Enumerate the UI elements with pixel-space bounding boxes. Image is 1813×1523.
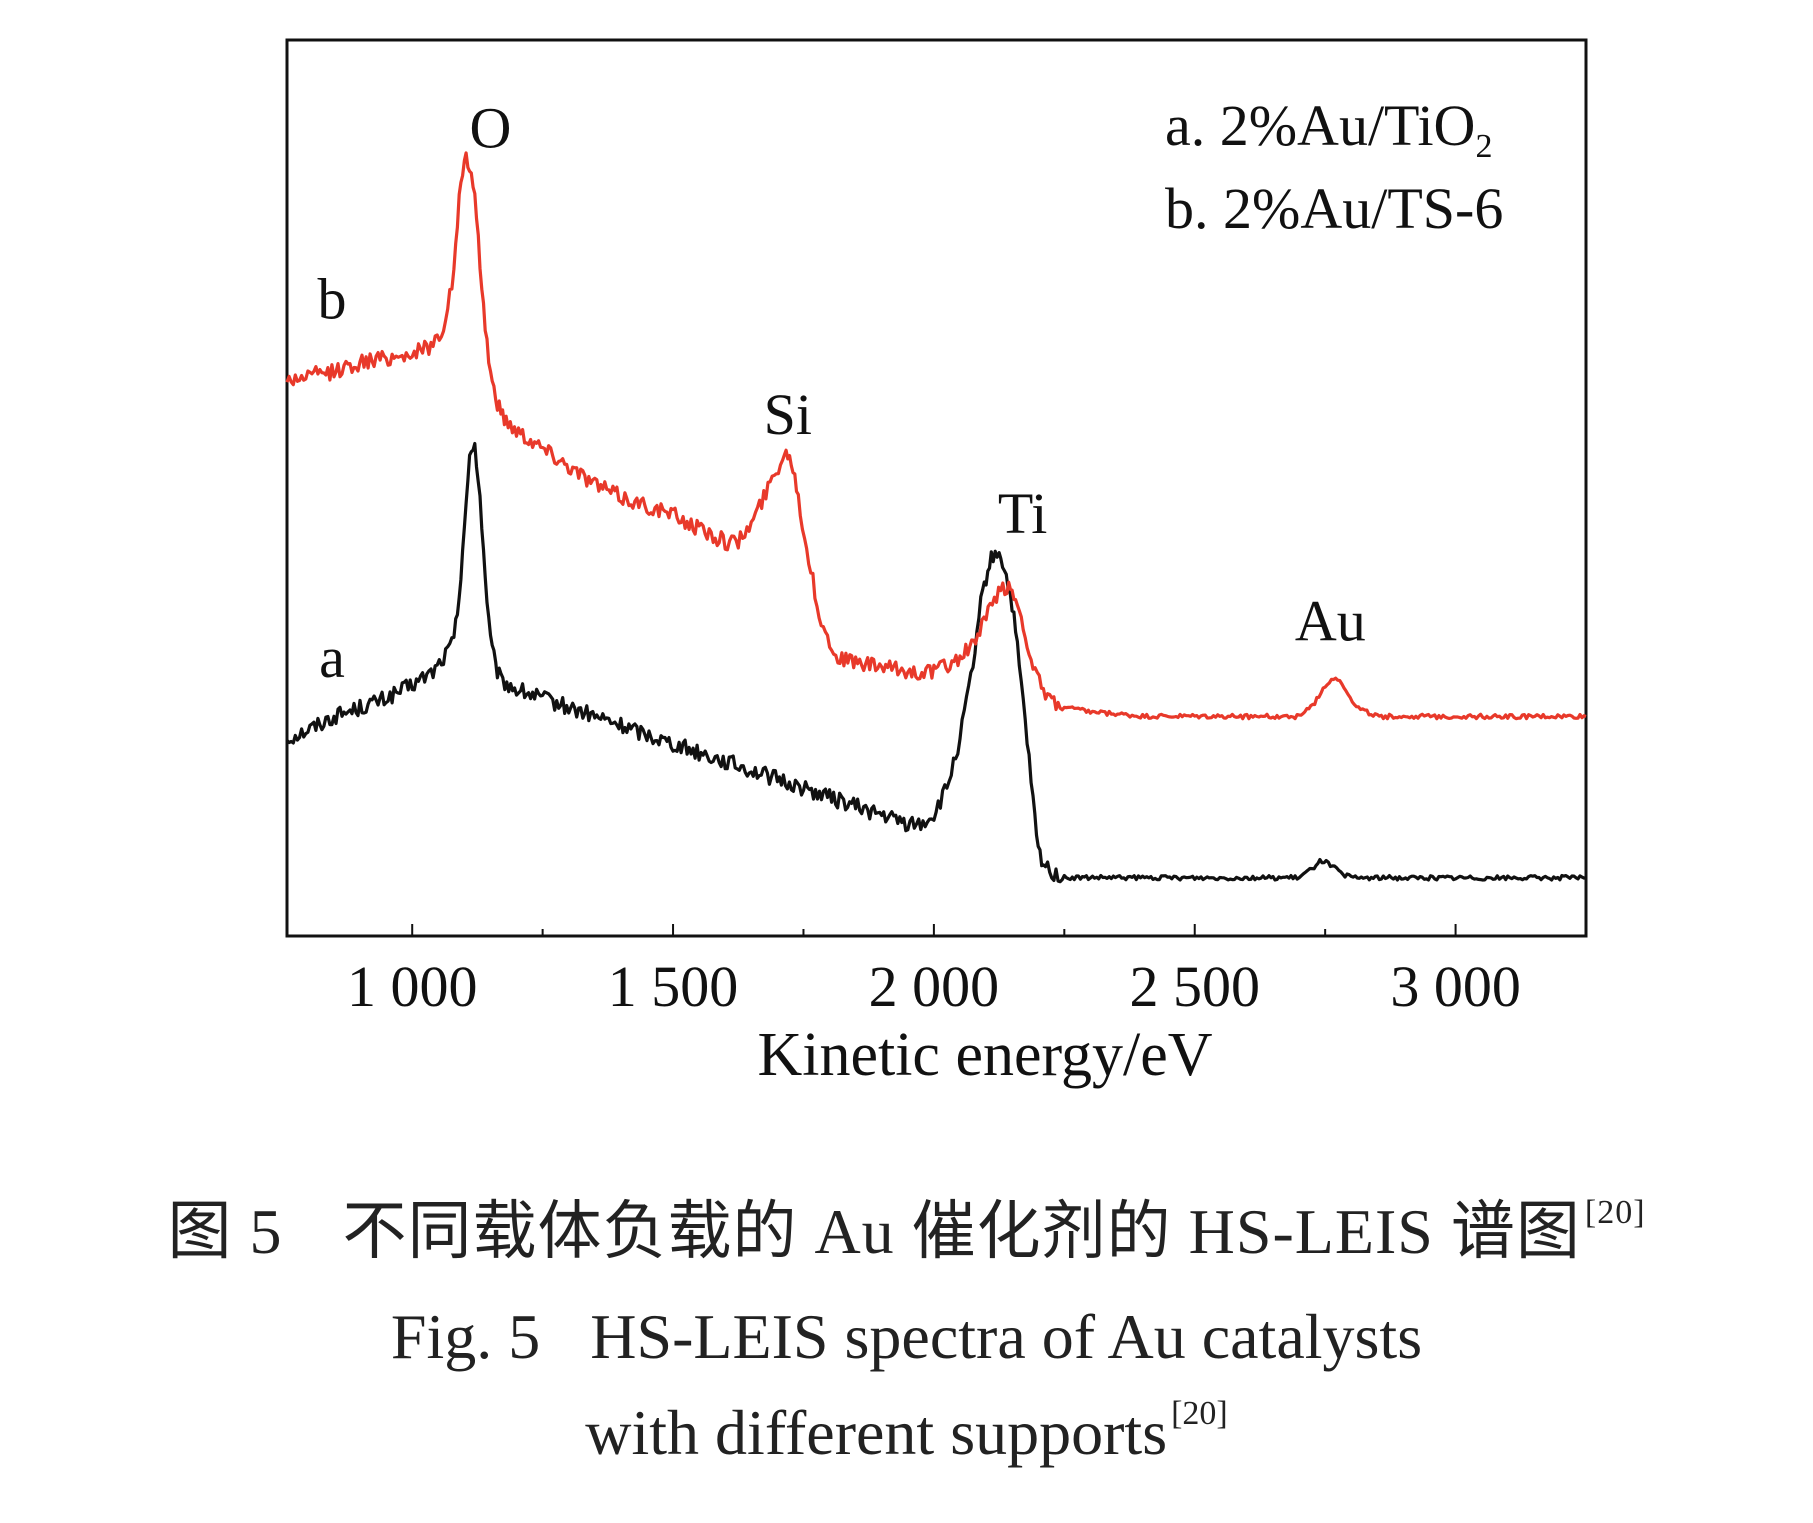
caption-en-reference: [20] [1171, 1395, 1228, 1432]
legend-entry-b: b. 2%Au/TS-6 [1165, 176, 1503, 241]
series-layer [285, 151, 1587, 884]
peak-label: Ti [998, 481, 1048, 546]
caption-english-line1: Fig. 5 HS-LEIS spectra of Au catalysts [0, 1300, 1813, 1374]
x-tick-label: 2 000 [869, 954, 1000, 1019]
curve-label-a: a [319, 625, 345, 690]
caption-english-line2: with different supports [20] [0, 1395, 1813, 1470]
peak-annotations: O Si Ti Au [470, 96, 1366, 654]
caption-en-figure-number: Fig. 5 [390, 1301, 541, 1372]
x-tick-label: 2 500 [1129, 954, 1260, 1019]
curve-labels: ba [318, 266, 347, 689]
caption-chinese: 图 5 不同载体负载的 Au 催化剂的 HS-LEIS 谱图 [20] [0, 1180, 1813, 1272]
peak-label: O [470, 96, 512, 161]
x-tick-label: 3 000 [1390, 954, 1521, 1019]
legend-entry-a: a. 2%Au/TiO2 [1165, 93, 1492, 165]
x-axis-label: Kinetic energy/eV [757, 1021, 1212, 1089]
x-axis-ticks [411, 924, 1587, 936]
x-tick-label: 1 500 [608, 954, 739, 1019]
series-b-line [285, 151, 1587, 721]
legend-entry-a-subscript: 2 [1475, 128, 1492, 165]
x-tick-label: 1 000 [347, 954, 478, 1019]
curve-label-b: b [318, 266, 347, 331]
series-a-line [285, 441, 1587, 884]
caption-cn-reference: [20] [1584, 1194, 1646, 1231]
peak-label: Si [764, 382, 812, 447]
plot-frame [285, 38, 1588, 938]
caption-en-text-line2: with different supports [585, 1397, 1168, 1468]
caption-en-text-line1: HS-LEIS spectra of Au catalysts [590, 1301, 1423, 1372]
legend: a. 2%Au/TiO2 b. 2%Au/TS-6 [1165, 93, 1503, 241]
x-axis-tick-labels: 1 000 1 500 2 000 2 500 3 000 [347, 954, 1521, 1019]
peak-label: Au [1295, 588, 1366, 653]
caption-cn-figure-number: 图 5 [167, 1196, 283, 1267]
caption-cn-text: 不同载体负载的 Au 催化剂的 HS-LEIS 谱图 [342, 1196, 1581, 1267]
